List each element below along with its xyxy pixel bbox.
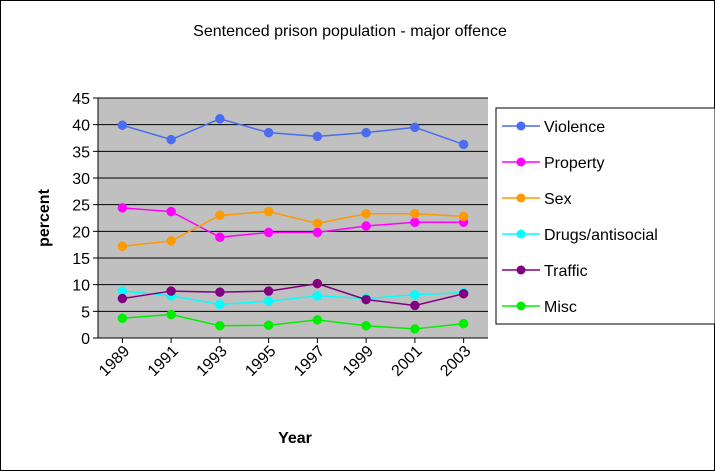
- data-point-misc: [312, 315, 323, 325]
- legend-marker-drugs-antisocial: [516, 229, 526, 239]
- data-point-violence: [215, 114, 225, 124]
- x-tick-label: 1997: [291, 343, 328, 380]
- data-point-misc: [263, 320, 274, 330]
- data-point-drugs-antisocial: [263, 296, 274, 306]
- data-point-misc: [166, 309, 176, 320]
- data-point-sex: [166, 236, 176, 246]
- x-tick-label: 2001: [389, 343, 426, 380]
- y-tick-label: 0: [81, 331, 90, 348]
- data-point-sex: [263, 206, 274, 217]
- data-point-violence: [166, 134, 176, 145]
- series-line-drugs-antisocial: [122, 290, 464, 306]
- series-lines: [117, 114, 469, 334]
- series-line-violence: [122, 118, 464, 146]
- data-point-traffic: [410, 300, 420, 311]
- legend-label-property: Property: [544, 155, 604, 172]
- x-tick-label: 1993: [194, 343, 231, 380]
- legend-marker-property: [516, 157, 526, 167]
- data-point-traffic: [215, 287, 225, 297]
- data-point-property: [361, 221, 371, 231]
- y-tick-label: 45: [72, 91, 90, 108]
- data-point-drugs-antisocial: [410, 290, 420, 300]
- data-point-violence: [458, 139, 469, 150]
- y-tick-label: 40: [72, 118, 90, 135]
- legend-label-sex: Sex: [544, 191, 572, 208]
- data-point-misc: [361, 320, 371, 331]
- y-tick-label: 30: [72, 171, 90, 188]
- data-point-sex: [117, 241, 128, 252]
- data-point-violence: [117, 120, 128, 130]
- data-point-property: [215, 232, 225, 242]
- series-line-traffic: [122, 282, 464, 307]
- data-point-sex: [215, 210, 225, 221]
- data-point-property: [166, 206, 176, 217]
- x-axis-tick-labels: 1989 1991 1993 1995 1997 1999 2001 2003: [96, 343, 475, 380]
- chart-title: Sentenced prison population - major offe…: [193, 23, 507, 40]
- y-tick-label: 25: [72, 198, 90, 215]
- data-point-traffic: [458, 288, 469, 299]
- y-axis-tick-labels: 0 5 10 15 20 25 30 35 40 45: [72, 91, 90, 348]
- data-point-sex: [410, 208, 420, 219]
- series-line-property: [122, 207, 464, 238]
- y-tick-label: 20: [72, 224, 90, 241]
- series-line-misc: [122, 313, 464, 330]
- data-point-sex: [458, 211, 469, 222]
- series-line-sex: [122, 210, 464, 248]
- data-point-drugs-antisocial: [312, 291, 323, 301]
- data-point-property: [312, 227, 323, 238]
- legend-marker-sex: [516, 193, 526, 203]
- y-tick-label: 10: [72, 278, 90, 295]
- data-point-drugs-antisocial: [215, 299, 225, 310]
- x-tick-label: 1995: [242, 343, 279, 380]
- data-point-misc: [117, 313, 128, 324]
- y-axis-label: percent: [36, 188, 53, 246]
- legend-label-traffic: Traffic: [544, 263, 588, 280]
- legend-marker-violence: [516, 121, 526, 131]
- data-point-property: [263, 227, 274, 238]
- data-point-violence: [312, 131, 323, 142]
- legend-box: [495, 107, 715, 325]
- x-tick-label: 2003: [437, 343, 474, 380]
- data-point-misc: [215, 320, 225, 331]
- data-point-traffic: [263, 286, 274, 296]
- data-point-traffic: [117, 293, 128, 304]
- x-tick-label: 1991: [145, 343, 182, 380]
- data-point-misc: [410, 324, 420, 334]
- y-tick-label: 5: [81, 304, 90, 321]
- data-point-traffic: [361, 294, 371, 305]
- legend-marker-misc: [516, 301, 526, 311]
- legend: Violence Property Sex Drugs/antisocial Traff…: [495, 107, 715, 325]
- legend-label-misc: Misc: [544, 299, 577, 316]
- x-tick-label: 1999: [340, 343, 377, 380]
- data-point-violence: [263, 127, 274, 138]
- grid-lines: [93, 97, 488, 343]
- data-point-traffic: [166, 286, 176, 296]
- y-tick-label: 35: [72, 144, 90, 161]
- legend-marker-traffic: [516, 265, 526, 275]
- data-point-property: [117, 203, 128, 213]
- data-point-sex: [312, 218, 323, 229]
- data-point-sex: [361, 208, 371, 219]
- x-tick-label: 1989: [96, 343, 133, 380]
- data-point-violence: [410, 122, 420, 133]
- data-point-misc: [458, 318, 469, 329]
- data-point-violence: [361, 127, 371, 138]
- data-point-property: [410, 217, 420, 228]
- y-tick-label: 15: [72, 251, 90, 268]
- legend-label-violence: Violence: [544, 119, 605, 136]
- legend-label-drugs-antisocial: Drugs/antisocial: [544, 227, 658, 244]
- x-axis-label: Year: [278, 430, 312, 447]
- data-point-traffic: [312, 278, 323, 289]
